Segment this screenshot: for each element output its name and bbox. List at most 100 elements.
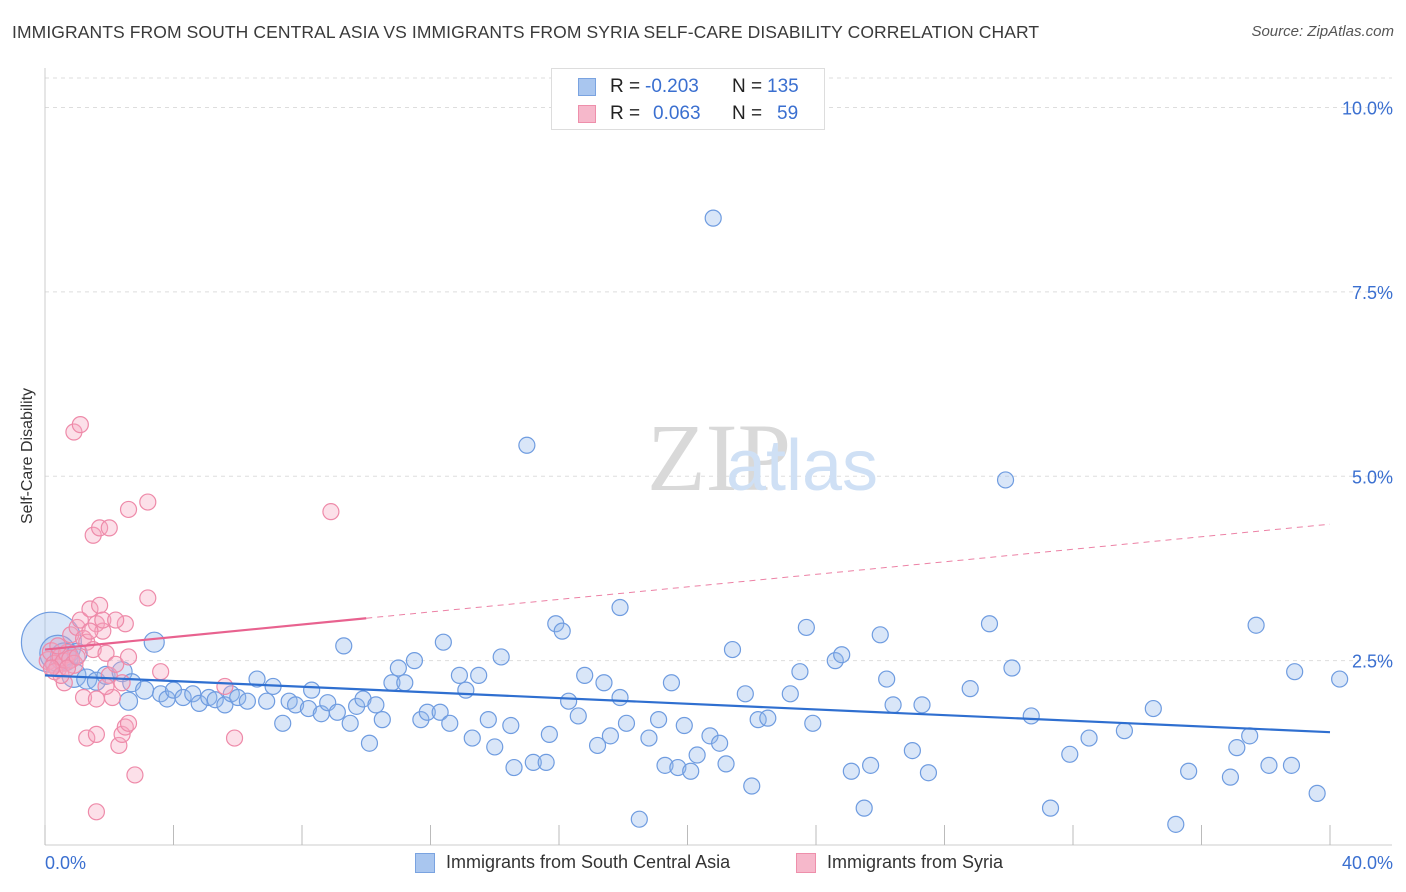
y-tick-label: 10.0% [1342, 99, 1393, 119]
grid-lines [45, 77, 1392, 662]
point-syria [71, 611, 89, 629]
point-south-central-asia [248, 670, 266, 688]
point-south-central-asia [1282, 756, 1301, 774]
point-south-central-asia [299, 699, 318, 718]
point-syria [71, 416, 89, 434]
chart-title: IMMIGRANTS FROM SOUTH CENTRAL ASIA VS IM… [12, 22, 1040, 42]
point-south-central-asia [669, 758, 687, 777]
stats-row-syria: R = 0.063 N = 59 [552, 101, 824, 127]
point-south-central-asia [505, 758, 523, 777]
point-south-central-asia [1241, 727, 1259, 745]
point-south-central-asia [184, 685, 202, 703]
point-south-central-asia [871, 626, 889, 644]
point-south-central-asia [804, 714, 822, 732]
point-south-central-asia [373, 711, 391, 729]
stats-r-value: -0.203 [645, 76, 699, 97]
point-south-central-asia [174, 688, 192, 707]
point-south-central-asia [540, 725, 558, 743]
point-south-central-asia [463, 729, 481, 747]
point-south-central-asia [601, 727, 620, 745]
point-syria [139, 493, 157, 511]
point-south-central-asia [656, 756, 674, 774]
y-tick-label: 5.0% [1352, 467, 1393, 487]
point-south-central-asia [457, 681, 475, 699]
legend-item-syria[interactable]: Immigrants from Syria [796, 851, 1036, 877]
point-syria [49, 637, 67, 655]
point-south-central-asia [450, 666, 469, 684]
point-syria [110, 736, 128, 755]
point-south-central-asia [431, 703, 449, 721]
point-syria [91, 596, 109, 614]
point-south-central-asia [328, 703, 346, 721]
point-south-central-asia [1041, 799, 1060, 817]
point-syria [152, 663, 170, 681]
point-south-central-asia [286, 696, 305, 714]
data-points [20, 209, 1349, 833]
point-syria [119, 500, 138, 519]
point-south-central-asia [649, 711, 668, 729]
trend-line-south-central-asia [44, 674, 1331, 734]
point-south-central-asia [688, 746, 706, 764]
legend-item-south-central-asia[interactable]: Immigrants from South Central Asia [415, 851, 775, 877]
point-syria [107, 655, 125, 673]
x-tick-label: 0.0% [45, 853, 86, 873]
point-south-central-asia [389, 659, 407, 677]
point-syria [97, 644, 115, 662]
point-south-central-asia [588, 736, 607, 755]
point-south-central-asia [611, 688, 629, 707]
point-syria [116, 615, 134, 633]
point-south-central-asia [553, 622, 571, 640]
point-south-central-asia [434, 633, 452, 651]
point-syria [126, 766, 144, 784]
point-syria [81, 600, 99, 618]
point-south-central-asia [190, 694, 208, 713]
point-syria [74, 688, 93, 707]
point-syria [119, 648, 138, 666]
point-south-central-asia [781, 685, 799, 703]
point-south-central-asia [961, 680, 979, 698]
point-south-central-asia [842, 762, 860, 780]
point-south-central-asia [662, 674, 681, 692]
stats-swatch-pink [578, 105, 596, 123]
point-south-central-asia [1144, 699, 1162, 718]
point-south-central-asia [884, 696, 902, 714]
point-south-central-asia [617, 714, 636, 732]
point-syria [322, 503, 340, 521]
point-south-central-asia [118, 691, 139, 711]
point-south-central-asia [479, 711, 497, 729]
trend-line-syria-extension [366, 523, 1331, 619]
point-south-central-asia [717, 755, 735, 773]
point-syria [100, 519, 118, 537]
point-south-central-asia [367, 696, 385, 714]
point-syria [113, 674, 131, 692]
point-south-central-asia [759, 709, 777, 727]
point-south-central-asia [441, 714, 459, 732]
point-syria [41, 642, 62, 662]
point-syria [81, 622, 99, 640]
point-south-central-asia [470, 666, 488, 684]
point-south-central-asia [996, 471, 1015, 489]
point-syria [68, 648, 86, 666]
x-tick-label: 40.0% [1342, 853, 1393, 873]
point-south-central-asia [736, 685, 754, 703]
tick-labels: 2.5% 5.0% 7.5% 10.0% 0.0% 40.0% [45, 99, 1393, 874]
watermark-zip: ZIP [647, 404, 791, 511]
point-south-central-asia [1115, 722, 1134, 740]
point-south-central-asia [682, 762, 700, 780]
point-south-central-asia [200, 688, 218, 707]
point-south-central-asia [134, 680, 155, 700]
point-south-central-asia [143, 631, 165, 653]
point-south-central-asia [502, 716, 520, 735]
watermark-atlas: atlas [726, 426, 878, 506]
legend-label: Immigrants from South Central Asia [446, 852, 731, 872]
stats-box: R = -0.203 N = 135 R = 0.063 N = 59 [551, 68, 825, 130]
point-south-central-asia [980, 615, 999, 633]
point-south-central-asia [1308, 784, 1326, 802]
legend-label: Immigrants from Syria [827, 852, 1004, 872]
axes [44, 68, 1392, 846]
point-south-central-asia [1080, 729, 1098, 747]
point-south-central-asia [903, 741, 921, 760]
legend-swatch-pink [796, 853, 816, 873]
point-south-central-asia [611, 598, 629, 617]
point-south-central-asia [723, 640, 742, 659]
